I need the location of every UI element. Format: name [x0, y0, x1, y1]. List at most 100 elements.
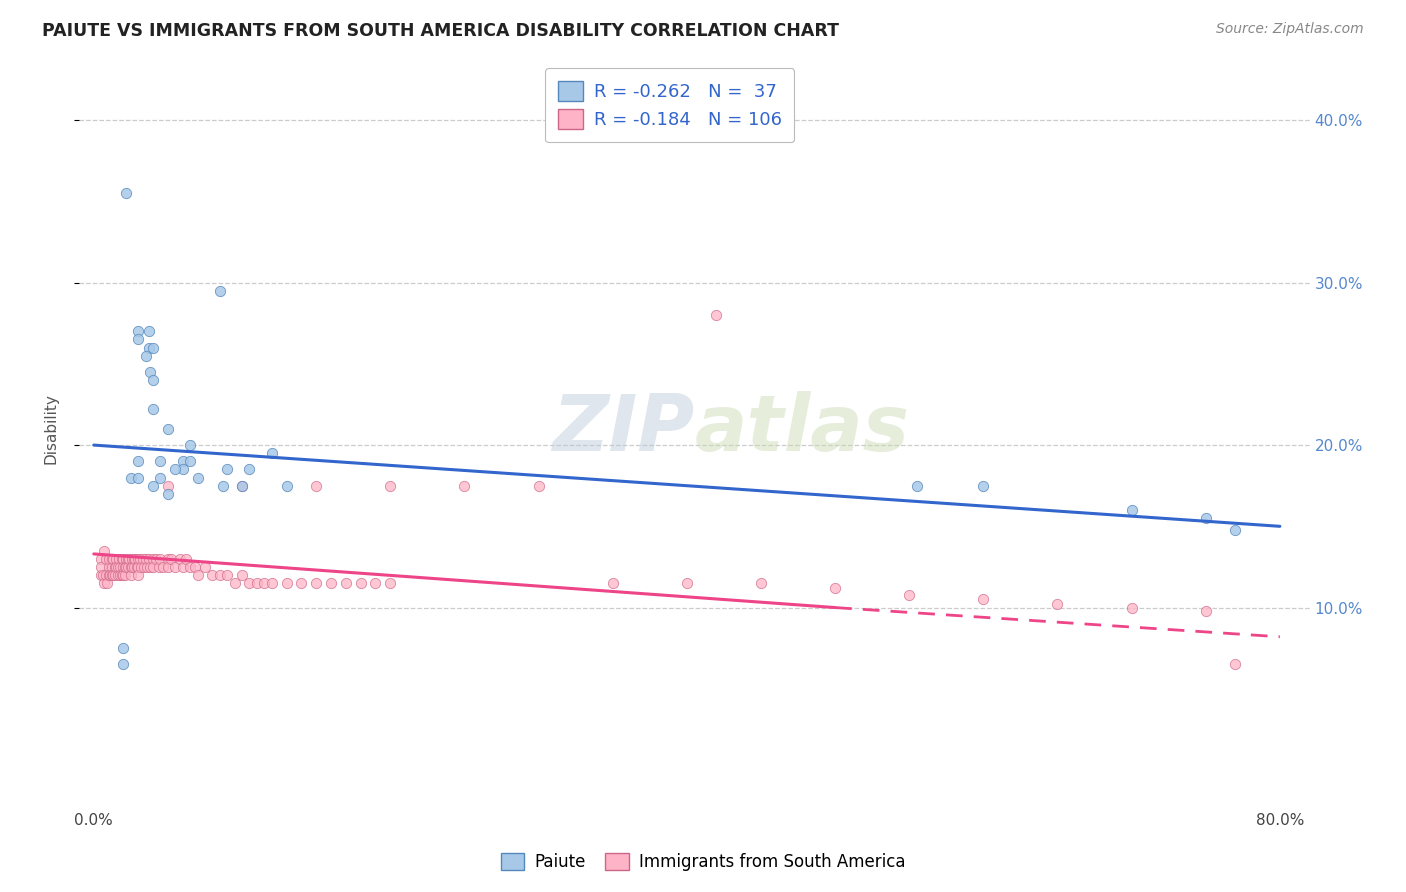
Point: [364, 576, 387, 591]
Point: [238, 462, 260, 476]
Point: [117, 551, 139, 566]
Point: [127, 324, 149, 338]
Point: [108, 551, 131, 566]
Point: [100, 551, 122, 566]
Point: [174, 551, 197, 566]
Point: [1195, 511, 1218, 525]
Point: [149, 470, 172, 484]
Point: [90, 568, 112, 582]
Point: [1195, 604, 1218, 618]
Point: [103, 560, 125, 574]
Point: [231, 479, 253, 493]
Point: [138, 324, 160, 338]
Point: [118, 551, 141, 566]
Text: atlas: atlas: [695, 391, 910, 467]
Point: [97, 560, 120, 574]
Point: [211, 479, 233, 493]
Point: [172, 462, 194, 476]
Point: [103, 568, 125, 582]
Point: [194, 560, 217, 574]
Point: [124, 551, 146, 566]
Point: [112, 657, 135, 672]
Point: [129, 560, 152, 574]
Point: [335, 576, 357, 591]
Point: [142, 341, 165, 355]
Point: [145, 551, 167, 566]
Point: [111, 551, 134, 566]
Point: [136, 560, 159, 574]
Point: [93, 543, 115, 558]
Point: [114, 560, 136, 574]
Point: [172, 454, 194, 468]
Point: [120, 470, 142, 484]
Point: [94, 551, 117, 566]
Point: [90, 560, 112, 574]
Point: [142, 402, 165, 417]
Text: PAIUTE VS IMMIGRANTS FROM SOUTH AMERICA DISABILITY CORRELATION CHART: PAIUTE VS IMMIGRANTS FROM SOUTH AMERICA …: [42, 22, 839, 40]
Text: Source: ZipAtlas.com: Source: ZipAtlas.com: [1216, 22, 1364, 37]
Point: [224, 576, 246, 591]
Point: [122, 560, 145, 574]
Point: [156, 479, 179, 493]
Point: [201, 568, 224, 582]
Point: [276, 576, 298, 591]
Point: [319, 576, 342, 591]
Point: [1121, 503, 1143, 517]
Point: [127, 454, 149, 468]
Point: [1121, 600, 1143, 615]
Point: [101, 568, 124, 582]
Point: [350, 576, 373, 591]
Point: [149, 551, 172, 566]
Point: [135, 349, 157, 363]
Point: [238, 576, 260, 591]
Point: [120, 560, 142, 574]
Point: [100, 568, 122, 582]
Point: [97, 551, 120, 566]
Point: [156, 487, 179, 501]
Point: [165, 560, 187, 574]
Point: [675, 576, 697, 591]
Point: [107, 560, 129, 574]
Point: [183, 560, 205, 574]
Point: [260, 446, 283, 460]
Point: [127, 560, 149, 574]
Point: [972, 592, 994, 607]
Point: [105, 551, 128, 566]
Point: [110, 560, 132, 574]
Point: [127, 568, 149, 582]
Point: [824, 581, 846, 595]
Point: [749, 576, 772, 591]
Point: [380, 479, 402, 493]
Point: [905, 479, 928, 493]
Point: [134, 560, 156, 574]
Point: [139, 560, 162, 574]
Point: [115, 560, 138, 574]
Point: [208, 568, 231, 582]
Point: [91, 568, 114, 582]
Point: [128, 551, 150, 566]
Point: [380, 576, 402, 591]
Point: [152, 560, 174, 574]
Legend: Paiute, Immigrants from South America: Paiute, Immigrants from South America: [492, 845, 914, 880]
Point: [115, 551, 138, 566]
Y-axis label: Disability: Disability: [44, 393, 58, 464]
Point: [260, 576, 283, 591]
Point: [305, 479, 328, 493]
Point: [127, 333, 149, 347]
Point: [527, 479, 550, 493]
Point: [179, 560, 201, 574]
Point: [115, 186, 138, 201]
Point: [169, 551, 191, 566]
Point: [111, 568, 134, 582]
Point: [290, 576, 312, 591]
Point: [217, 568, 239, 582]
Point: [142, 479, 165, 493]
Point: [231, 479, 253, 493]
Point: [127, 470, 149, 484]
Point: [97, 568, 120, 582]
Point: [142, 560, 165, 574]
Point: [98, 568, 121, 582]
Point: [107, 568, 129, 582]
Point: [156, 551, 179, 566]
Point: [121, 551, 143, 566]
